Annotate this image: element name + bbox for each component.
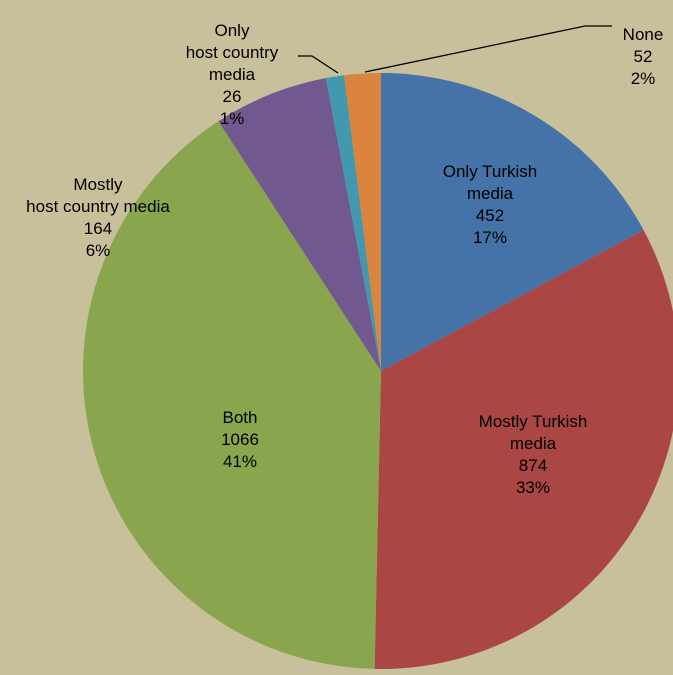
value-label: 1066 — [221, 430, 259, 449]
pie-slice — [218, 78, 381, 371]
percent-label: 33% — [515, 478, 551, 497]
percent-label: 6% — [85, 241, 111, 260]
pie-slice — [374, 230, 673, 669]
value-label: 164 — [83, 219, 113, 238]
percent-label: 1% — [219, 109, 245, 128]
category-label: Both — [222, 408, 258, 427]
pie-slice — [344, 73, 381, 371]
slice-label: Only Turkish media 452 17% — [443, 161, 537, 249]
slice-label: Only host country media 26 1% — [186, 20, 279, 130]
value-label: 452 — [475, 206, 505, 225]
slice-label: None 52 2% — [623, 24, 664, 90]
pie-slice — [381, 73, 644, 371]
slice-label: Both 1066 41% — [221, 407, 259, 473]
category-label: None — [622, 25, 664, 44]
pie-slice — [83, 121, 381, 669]
pie-slice — [325, 75, 381, 372]
percent-label: 41% — [222, 452, 258, 471]
percent-label: 17% — [472, 228, 508, 247]
category-label: Only Turkish media — [442, 162, 538, 203]
category-label: Mostly Turkish media — [478, 412, 588, 453]
value-label: 874 — [518, 456, 548, 475]
category-label: Mostly host country media — [26, 175, 170, 216]
slice-label: Mostly Turkish media 874 33% — [479, 411, 588, 499]
percent-label: 2% — [630, 69, 656, 88]
slice-label: Mostly host country media 164 6% — [26, 174, 170, 262]
leader-line — [298, 55, 339, 74]
value-label: 26 — [222, 87, 242, 106]
leader-line — [364, 25, 612, 73]
value-label: 52 — [633, 47, 653, 66]
category-label: Only host country media — [185, 21, 279, 84]
